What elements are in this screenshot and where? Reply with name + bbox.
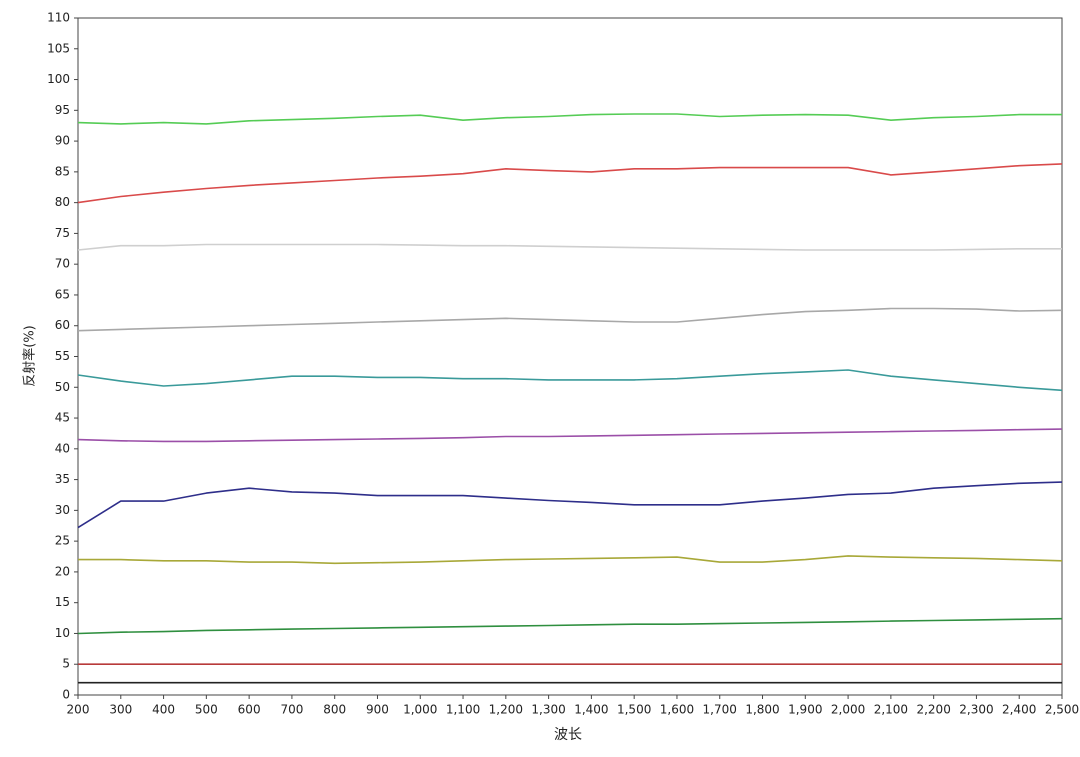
x-tick-label: 2,500 <box>1045 703 1079 717</box>
x-tick-label: 1,300 <box>531 703 565 717</box>
y-tick-label: 45 <box>55 411 70 425</box>
x-tick-label: 300 <box>109 703 132 717</box>
y-tick-label: 95 <box>55 103 70 117</box>
y-tick-label: 105 <box>47 41 70 55</box>
x-tick-label: 2,300 <box>959 703 993 717</box>
series-line <box>77 369 1063 392</box>
y-tick-label: 50 <box>55 380 70 394</box>
y-tick-label: 75 <box>55 226 70 240</box>
x-tick-label: 1,200 <box>489 703 523 717</box>
y-tick-label: 40 <box>55 441 70 455</box>
x-tick-label: 700 <box>280 703 303 717</box>
y-tick-label: 15 <box>55 595 70 609</box>
x-tick-label: 1,500 <box>617 703 651 717</box>
x-tick-label: 900 <box>366 703 389 717</box>
x-tick-label: 800 <box>323 703 346 717</box>
x-tick-label: 600 <box>238 703 261 717</box>
series-line <box>78 555 1063 565</box>
x-tick-label: 1,800 <box>745 703 779 717</box>
series-line <box>77 307 1063 332</box>
y-tick-label: 100 <box>47 72 70 86</box>
y-tick-label: 10 <box>55 626 70 640</box>
series-line <box>77 163 1063 204</box>
x-tick-label: 1,000 <box>403 703 437 717</box>
x-tick-label: 2,200 <box>916 703 950 717</box>
y-tick-label: 110 <box>47 11 70 25</box>
y-tick-label: 35 <box>55 472 70 486</box>
series-line <box>77 243 1062 251</box>
y-tick-label: 60 <box>55 318 70 332</box>
series-line <box>77 113 1062 125</box>
y-tick-label: 0 <box>62 688 70 702</box>
x-tick-label: 1,400 <box>574 703 608 717</box>
x-tick-label: 1,700 <box>703 703 737 717</box>
x-tick-label: 1,900 <box>788 703 822 717</box>
y-tick-label: 55 <box>55 349 70 363</box>
y-axis-label: 反射率(%) <box>22 325 38 387</box>
x-tick-label: 1,600 <box>660 703 694 717</box>
x-tick-label: 1,100 <box>446 703 480 717</box>
x-tick-label: 2,000 <box>831 703 865 717</box>
x-tick-label: 400 <box>152 703 175 717</box>
y-tick-label: 20 <box>55 564 70 578</box>
x-tick-label: 500 <box>195 703 218 717</box>
y-tick-label: 85 <box>55 164 70 178</box>
y-tick-label: 70 <box>55 257 70 271</box>
y-tick-label: 80 <box>55 195 70 209</box>
y-tick-label: 25 <box>55 534 70 548</box>
series-line <box>77 481 1063 529</box>
series-line <box>77 428 1063 443</box>
x-tick-label: 2,400 <box>1002 703 1036 717</box>
x-tick-label: 2,100 <box>874 703 908 717</box>
y-tick-label: 65 <box>55 287 70 301</box>
series-line <box>77 617 1063 635</box>
x-tick-label: 200 <box>67 703 90 717</box>
y-tick-label: 90 <box>55 134 70 148</box>
y-tick-label: 5 <box>62 657 70 671</box>
y-tick-label: 30 <box>55 503 70 517</box>
x-axis-label: 波长 <box>554 727 582 743</box>
